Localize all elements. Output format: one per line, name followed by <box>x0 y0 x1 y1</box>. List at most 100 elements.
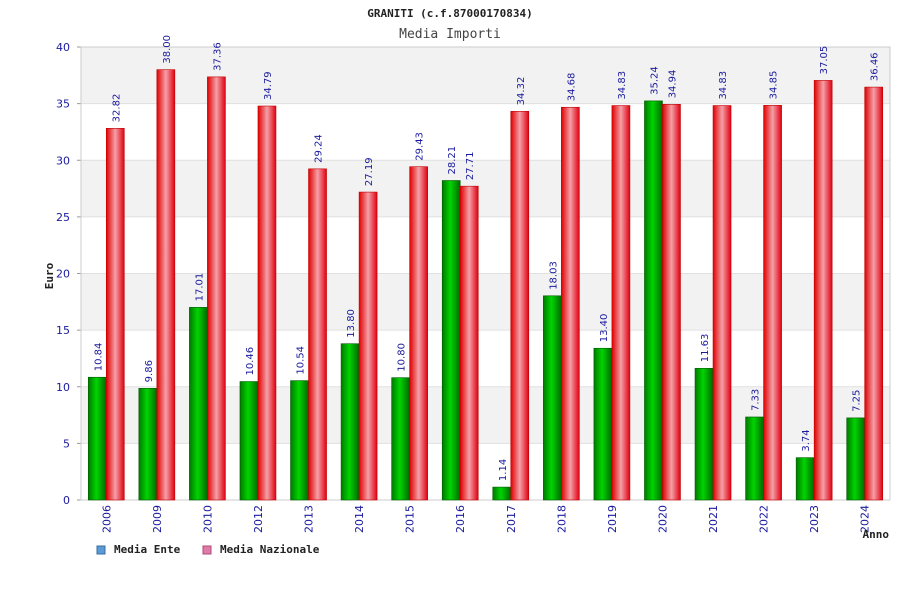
bar-media-ente <box>846 417 866 501</box>
data-label-media-nazionale: 38.00 <box>162 35 173 64</box>
data-label-media-ente: 9.86 <box>144 360 155 382</box>
bar-media-ente <box>290 380 309 501</box>
y-tick-label: 5 <box>63 437 70 450</box>
x-tick-label: 2022 <box>758 505 771 533</box>
x-tick-label: 2017 <box>505 505 518 533</box>
y-tick-label: 20 <box>56 268 70 281</box>
bar-media-nazionale <box>409 166 428 501</box>
bar-media-nazionale <box>358 191 378 501</box>
data-label-media-ente: 10.46 <box>245 347 256 376</box>
data-label-media-ente: 3.74 <box>801 429 812 451</box>
bar-media-nazionale <box>105 128 125 501</box>
chart-subtitle: Media Importi <box>399 27 501 42</box>
x-tick-label: 2012 <box>252 505 265 533</box>
x-tick-label: 2015 <box>404 505 417 533</box>
data-label-media-nazionale: 34.85 <box>769 71 780 100</box>
bar-media-nazionale <box>459 185 479 501</box>
y-tick-label: 15 <box>56 324 70 337</box>
x-tick-label: 2009 <box>151 505 164 533</box>
bar-media-ente <box>694 367 714 501</box>
data-label-media-ente: 13.80 <box>346 309 357 338</box>
data-label-media-ente: 18.03 <box>548 261 559 290</box>
bar-media-ente <box>391 377 410 501</box>
y-tick-label: 0 <box>63 494 70 507</box>
bar-media-ente <box>138 388 158 501</box>
x-tick-label: 2019 <box>606 505 619 533</box>
y-tick-label: 10 <box>56 381 70 394</box>
bar-media-nazionale <box>662 104 681 501</box>
legend-swatch-media-nazionale <box>202 545 212 555</box>
data-label-media-ente: 11.63 <box>700 334 711 363</box>
x-tick-label: 2018 <box>555 505 568 533</box>
x-tick-label: 2014 <box>353 505 366 533</box>
data-label-media-nazionale: 29.43 <box>415 132 426 161</box>
bar-media-nazionale <box>864 86 884 501</box>
data-label-media-ente: 13.40 <box>599 314 610 343</box>
x-tick-label: 2023 <box>808 505 821 533</box>
bar-media-ente <box>441 180 461 501</box>
data-label-media-ente: 7.33 <box>751 389 762 411</box>
data-label-media-ente: 10.54 <box>296 346 307 375</box>
data-label-media-ente: 28.21 <box>447 146 458 175</box>
y-tick-label: 30 <box>56 154 70 167</box>
bar-media-ente <box>340 343 360 501</box>
data-label-media-ente: 17.01 <box>194 273 205 302</box>
data-label-media-nazionale: 36.46 <box>870 52 881 81</box>
data-label-media-nazionale: 34.79 <box>263 71 274 100</box>
legend-label-media-nazionale: Media Nazionale <box>220 543 320 556</box>
bar-media-nazionale <box>813 80 833 501</box>
x-tick-label: 2016 <box>454 505 467 533</box>
data-label-media-nazionale: 37.05 <box>819 46 830 75</box>
chart-title: GRANITI (c.f.87000170834) <box>367 7 533 20</box>
bar-media-nazionale <box>763 105 782 501</box>
bar-media-nazionale <box>510 111 530 501</box>
data-label-media-nazionale: 27.19 <box>364 157 375 186</box>
data-label-media-ente: 7.25 <box>852 390 863 412</box>
bar-media-ente <box>795 457 815 501</box>
data-label-media-ente: 10.80 <box>397 343 408 372</box>
data-label-media-ente: 1.14 <box>498 459 509 481</box>
bar-media-nazionale <box>207 76 226 501</box>
y-tick-label: 40 <box>56 41 70 54</box>
x-tick-label: 2006 <box>100 505 113 533</box>
data-label-media-nazionale: 34.32 <box>516 77 527 106</box>
data-label-media-nazionale: 32.82 <box>111 94 122 123</box>
bar-media-nazionale <box>712 105 732 501</box>
bar-media-nazionale <box>156 69 176 501</box>
data-label-media-nazionale: 34.83 <box>617 71 628 100</box>
bar-media-nazionale <box>257 105 277 501</box>
data-label-media-ente: 10.84 <box>93 343 104 372</box>
bar-media-ente <box>189 307 208 501</box>
legend: Media Ente Media Nazionale <box>96 543 320 556</box>
x-tick-label: 2021 <box>707 505 720 533</box>
data-label-media-nazionale: 34.94 <box>667 70 678 99</box>
y-tick-label: 25 <box>56 211 70 224</box>
x-axis-label: Anno <box>863 528 890 541</box>
bar-media-ente <box>593 347 613 501</box>
y-axis-label: Euro <box>43 262 56 289</box>
data-label-media-nazionale: 34.68 <box>566 73 577 102</box>
data-label-media-nazionale: 34.83 <box>718 71 729 100</box>
plot-frame <box>80 46 891 501</box>
data-label-media-nazionale: 37.36 <box>212 42 223 71</box>
legend-label-media-ente: Media Ente <box>114 543 181 556</box>
x-tick-label: 2013 <box>303 505 316 533</box>
bar-media-ente <box>745 416 764 501</box>
bar-media-ente <box>644 100 663 501</box>
bar-media-nazionale <box>308 168 327 501</box>
bar-media-ente <box>543 295 562 501</box>
bar-media-ente <box>87 376 107 501</box>
x-tick-label: 2024 <box>859 505 872 533</box>
x-tick-label: 2010 <box>201 505 214 533</box>
bar-media-ente <box>239 381 259 501</box>
bar-media-nazionale <box>561 106 580 501</box>
data-label-media-nazionale: 27.71 <box>465 152 476 181</box>
y-tick-label: 35 <box>56 98 70 111</box>
legend-swatch-media-ente <box>96 545 106 555</box>
x-tick-label: 2020 <box>656 505 669 533</box>
bar-media-nazionale <box>611 105 631 501</box>
data-label-media-ente: 35.24 <box>649 66 660 95</box>
data-label-media-nazionale: 29.24 <box>314 134 325 163</box>
bar-media-ente <box>492 486 512 501</box>
